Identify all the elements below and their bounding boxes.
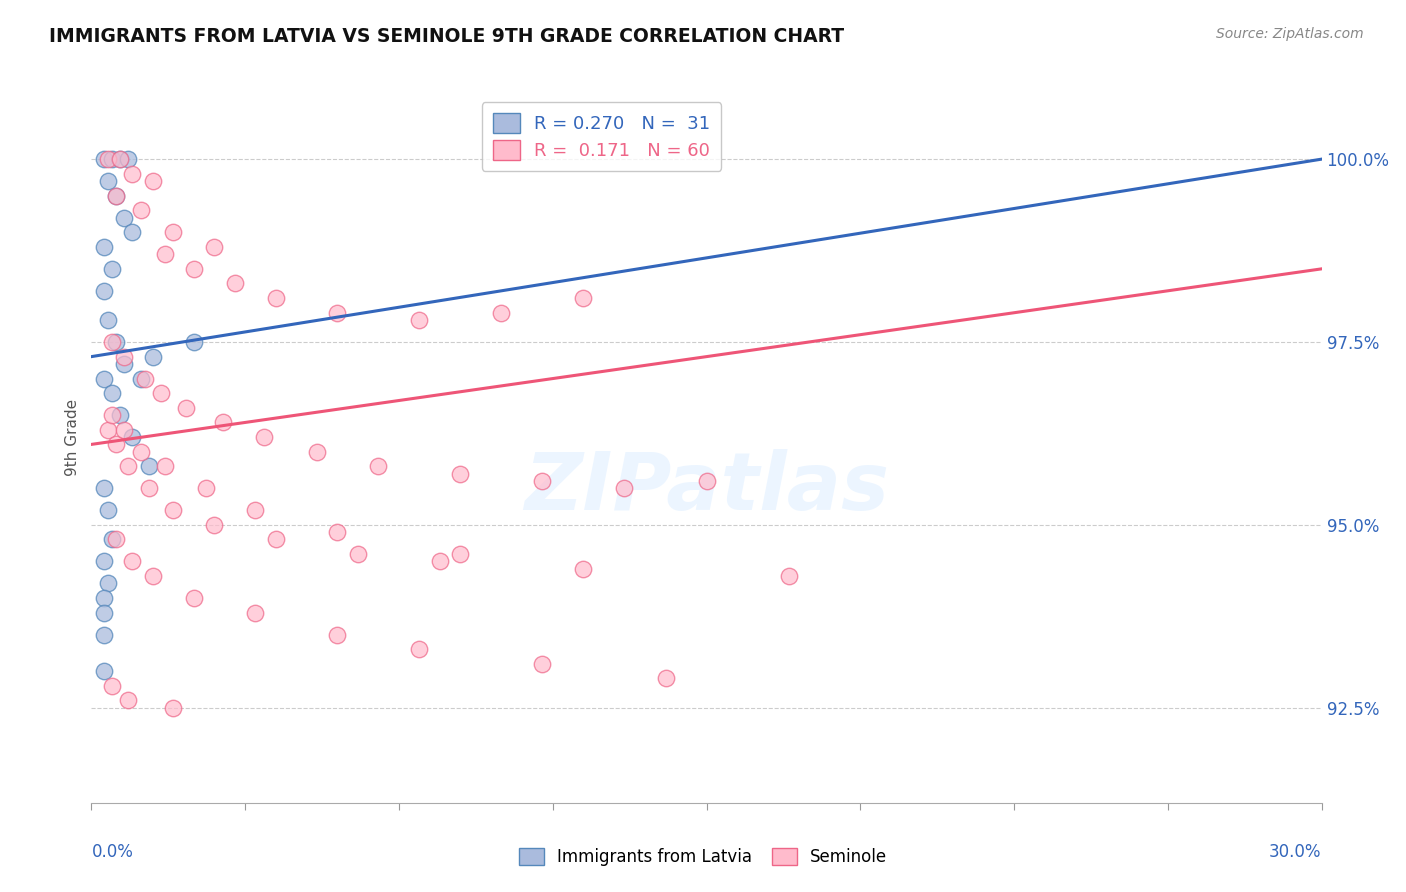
Text: 0.0%: 0.0% xyxy=(91,843,134,861)
Point xyxy=(429,554,451,568)
Point xyxy=(93,554,115,568)
Text: ZIPatlas: ZIPatlas xyxy=(524,450,889,527)
Point xyxy=(117,459,139,474)
Point xyxy=(224,277,246,291)
Point xyxy=(93,240,115,254)
Point xyxy=(613,481,636,495)
Point xyxy=(153,247,177,261)
Point xyxy=(108,408,131,422)
Point xyxy=(112,423,135,437)
Point xyxy=(129,203,152,218)
Point xyxy=(572,562,595,576)
Point xyxy=(326,525,349,540)
Point xyxy=(101,408,124,422)
Point xyxy=(101,533,124,547)
Point xyxy=(93,152,115,166)
Point xyxy=(112,350,135,364)
Point xyxy=(93,284,115,298)
Point xyxy=(408,642,430,657)
Point xyxy=(101,152,124,166)
Point xyxy=(202,517,225,532)
Point xyxy=(347,547,370,561)
Point xyxy=(142,569,165,583)
Point xyxy=(93,481,115,495)
Point xyxy=(531,657,554,671)
Point xyxy=(305,444,328,458)
Point xyxy=(449,467,471,481)
Point xyxy=(93,591,115,605)
Point xyxy=(367,459,389,474)
Point xyxy=(105,437,127,451)
Point xyxy=(112,357,135,371)
Point xyxy=(183,261,205,276)
Point xyxy=(121,430,143,444)
Point xyxy=(129,444,152,458)
Point xyxy=(654,672,676,686)
Point xyxy=(202,240,225,254)
Point xyxy=(142,174,165,188)
Point xyxy=(121,554,143,568)
Point xyxy=(105,533,127,547)
Point xyxy=(97,313,120,327)
Point xyxy=(195,481,218,495)
Point xyxy=(108,152,131,166)
Legend: Immigrants from Latvia, Seminole: Immigrants from Latvia, Seminole xyxy=(512,841,894,873)
Point xyxy=(491,306,513,320)
Point xyxy=(531,474,554,488)
Point xyxy=(253,430,276,444)
Point xyxy=(121,167,143,181)
Text: Source: ZipAtlas.com: Source: ZipAtlas.com xyxy=(1216,27,1364,41)
Point xyxy=(97,152,120,166)
Point xyxy=(93,664,115,678)
Point xyxy=(97,576,120,591)
Point xyxy=(101,386,124,401)
Point xyxy=(121,225,143,239)
Point xyxy=(572,291,595,305)
Point xyxy=(150,386,173,401)
Point xyxy=(97,503,120,517)
Point xyxy=(129,371,152,385)
Point xyxy=(101,261,124,276)
Point xyxy=(93,371,115,385)
Point xyxy=(93,627,115,641)
Point xyxy=(183,591,205,605)
Point xyxy=(93,606,115,620)
Text: 30.0%: 30.0% xyxy=(1270,843,1322,861)
Point xyxy=(264,291,287,305)
Point xyxy=(105,334,127,349)
Point xyxy=(326,627,349,641)
Point xyxy=(142,350,165,364)
Point xyxy=(105,188,127,202)
Point xyxy=(408,313,430,327)
Point xyxy=(138,459,160,474)
Point xyxy=(153,459,177,474)
Point xyxy=(162,700,184,714)
Point xyxy=(105,188,127,202)
Y-axis label: 9th Grade: 9th Grade xyxy=(65,399,80,475)
Point xyxy=(138,481,160,495)
Point xyxy=(183,334,205,349)
Point xyxy=(174,401,197,415)
Point xyxy=(108,152,131,166)
Point xyxy=(117,152,139,166)
Legend: R = 0.270   N =  31, R =  0.171   N = 60: R = 0.270 N = 31, R = 0.171 N = 60 xyxy=(482,103,721,171)
Point xyxy=(245,503,267,517)
Point xyxy=(264,533,287,547)
Point xyxy=(97,423,120,437)
Point xyxy=(695,474,717,488)
Point xyxy=(134,371,156,385)
Point xyxy=(778,569,800,583)
Point xyxy=(449,547,471,561)
Point xyxy=(112,211,135,225)
Text: IMMIGRANTS FROM LATVIA VS SEMINOLE 9TH GRADE CORRELATION CHART: IMMIGRANTS FROM LATVIA VS SEMINOLE 9TH G… xyxy=(49,27,845,45)
Point xyxy=(211,416,233,430)
Point xyxy=(101,334,124,349)
Point xyxy=(326,306,349,320)
Point xyxy=(101,679,124,693)
Point xyxy=(117,693,139,707)
Point xyxy=(245,606,267,620)
Point xyxy=(162,503,184,517)
Point xyxy=(162,225,184,239)
Point xyxy=(97,174,120,188)
